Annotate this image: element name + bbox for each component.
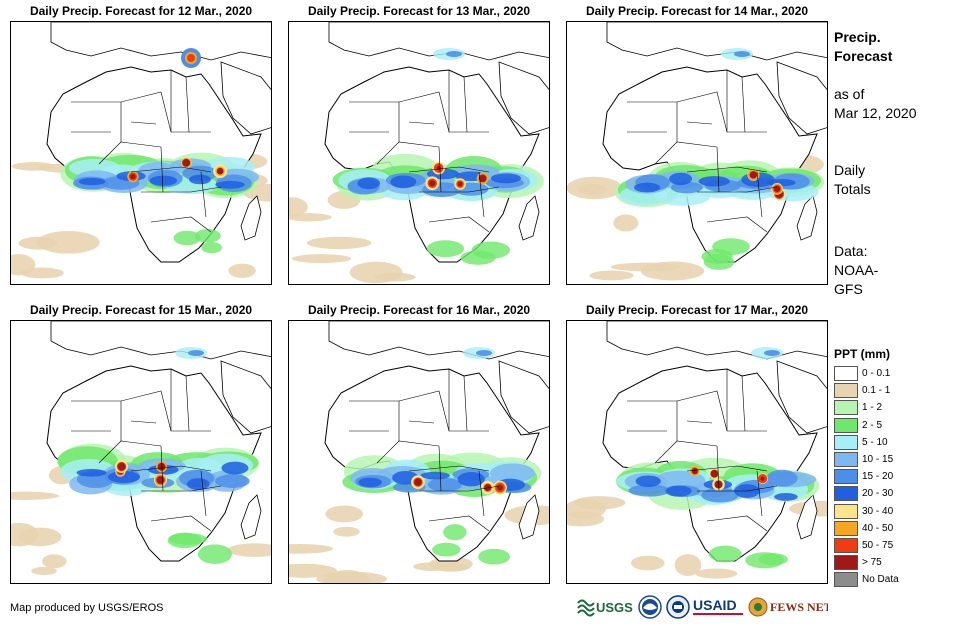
legend-swatch bbox=[834, 400, 858, 416]
noaa-logo bbox=[638, 595, 662, 619]
legend-item: 40 - 50 bbox=[834, 520, 944, 538]
data-line2: NOAA- bbox=[834, 262, 879, 278]
usaid-logo: USAID bbox=[692, 595, 746, 619]
legend-swatch bbox=[834, 555, 858, 571]
forecast-panel-12-mar: Daily Precip. Forecast for 12 Mar., 2020 bbox=[10, 2, 272, 285]
legend-title: PPT (mm) bbox=[834, 347, 891, 361]
usgs-logo-text: USGS bbox=[596, 600, 633, 615]
legend-item: 10 - 15 bbox=[834, 452, 944, 469]
precip-map bbox=[10, 320, 272, 584]
precip-map bbox=[566, 21, 828, 285]
as-of-label: as of bbox=[834, 86, 865, 102]
forecast-panel-17-mar: Daily Precip. Forecast for 17 Mar., 2020 bbox=[566, 301, 828, 584]
legend-label: 50 - 75 bbox=[862, 540, 894, 551]
legend-label: 10 - 15 bbox=[862, 454, 894, 465]
legend-label: 1 - 2 bbox=[862, 402, 883, 414]
legend-label: 30 - 40 bbox=[862, 505, 894, 517]
legend-label: 5 - 10 bbox=[862, 436, 888, 448]
panel-title: Daily Precip. Forecast for 15 Mar., 2020 bbox=[29, 303, 253, 317]
legend-swatch bbox=[834, 486, 858, 502]
panel-title: Daily Precip. Forecast for 16 Mar., 2020 bbox=[307, 303, 531, 317]
legend-label: 40 - 50 bbox=[862, 522, 894, 534]
totals-line1: Daily bbox=[834, 162, 866, 178]
precip-map bbox=[566, 320, 828, 584]
sidebar-title-line1: Precip. bbox=[834, 29, 881, 45]
sidebar-data-source: Data: NOAA- GFS bbox=[834, 242, 878, 299]
usaid-logo-text: USAID bbox=[693, 597, 737, 613]
forecast-panel-16-mar: Daily Precip. Forecast for 16 Mar., 2020 bbox=[288, 301, 550, 584]
legend-item: 20 - 30 bbox=[834, 486, 944, 503]
legend-item: No Data bbox=[834, 572, 944, 589]
forecast-panel-15-mar: Daily Precip. Forecast for 15 Mar., 2020 bbox=[10, 301, 272, 584]
legend-label: 20 - 30 bbox=[862, 488, 894, 500]
legend-label: 0.1 - 1 bbox=[862, 385, 891, 397]
forecast-panel-14-mar: Daily Precip. Forecast for 14 Mar., 2020 bbox=[566, 2, 828, 285]
as-of-date: Mar 12, 2020 bbox=[834, 105, 917, 121]
sidebar-title-line2: Forecast bbox=[834, 48, 893, 64]
legend-item: 30 - 40 bbox=[834, 503, 944, 521]
data-line1: Data: bbox=[834, 243, 868, 259]
legend-item: 0.1 - 1 bbox=[834, 383, 944, 400]
legend-swatch bbox=[834, 469, 858, 485]
legend-label: > 75 bbox=[862, 557, 882, 569]
legend-swatch bbox=[834, 434, 858, 450]
panel-title: Daily Precip. Forecast for 14 Mar., 2020 bbox=[585, 4, 809, 18]
precip-map bbox=[288, 21, 550, 285]
panel-title: Daily Precip. Forecast for 17 Mar., 2020 bbox=[585, 303, 809, 317]
legend-label: 2 - 5 bbox=[862, 419, 883, 431]
legend-item: 2 - 5 bbox=[834, 417, 944, 435]
legend-item: 0 - 0.1 bbox=[834, 366, 944, 383]
sidebar-totals: Daily Totals bbox=[834, 161, 871, 199]
precip-map bbox=[288, 320, 550, 584]
legend-swatch bbox=[834, 417, 858, 433]
fews-net-logo-text: FEWS NET bbox=[770, 600, 828, 614]
forecast-panel-13-mar: Daily Precip. Forecast for 13 Mar., 2020 bbox=[288, 2, 550, 285]
legend-swatch bbox=[834, 503, 858, 519]
legend-item: 1 - 2 bbox=[834, 400, 944, 417]
legend-swatch bbox=[834, 572, 858, 588]
legend-swatch bbox=[834, 452, 858, 467]
panel-title: Daily Precip. Forecast for 12 Mar., 2020 bbox=[29, 4, 253, 18]
legend-swatch bbox=[834, 383, 858, 399]
totals-line2: Totals bbox=[834, 181, 871, 197]
precip-map bbox=[10, 21, 272, 285]
legend-label: 0 - 0.1 bbox=[862, 368, 891, 379]
legend-swatch bbox=[834, 366, 858, 381]
legend-label: No Data bbox=[862, 574, 899, 586]
data-line3: GFS bbox=[834, 281, 863, 297]
sidebar-as-of: as of Mar 12, 2020 bbox=[834, 85, 917, 123]
legend-label: 15 - 20 bbox=[862, 471, 894, 483]
legend-swatch bbox=[834, 520, 858, 536]
legend-item: 50 - 75 bbox=[834, 538, 944, 555]
legend-item: 5 - 10 bbox=[834, 434, 944, 452]
sidebar-title: Precip. Forecast bbox=[834, 28, 892, 66]
fews-net-logo: FEWS NET bbox=[748, 595, 832, 619]
legend-item: > 75 bbox=[834, 555, 944, 572]
legend-swatch bbox=[834, 538, 858, 553]
usaid-seal bbox=[666, 595, 690, 619]
panel-title: Daily Precip. Forecast for 13 Mar., 2020 bbox=[307, 4, 531, 18]
usgs-logo: USGS bbox=[576, 595, 634, 619]
map-credit: Map produced by USGS/EROS bbox=[10, 602, 164, 614]
legend-item: 15 - 20 bbox=[834, 469, 944, 486]
